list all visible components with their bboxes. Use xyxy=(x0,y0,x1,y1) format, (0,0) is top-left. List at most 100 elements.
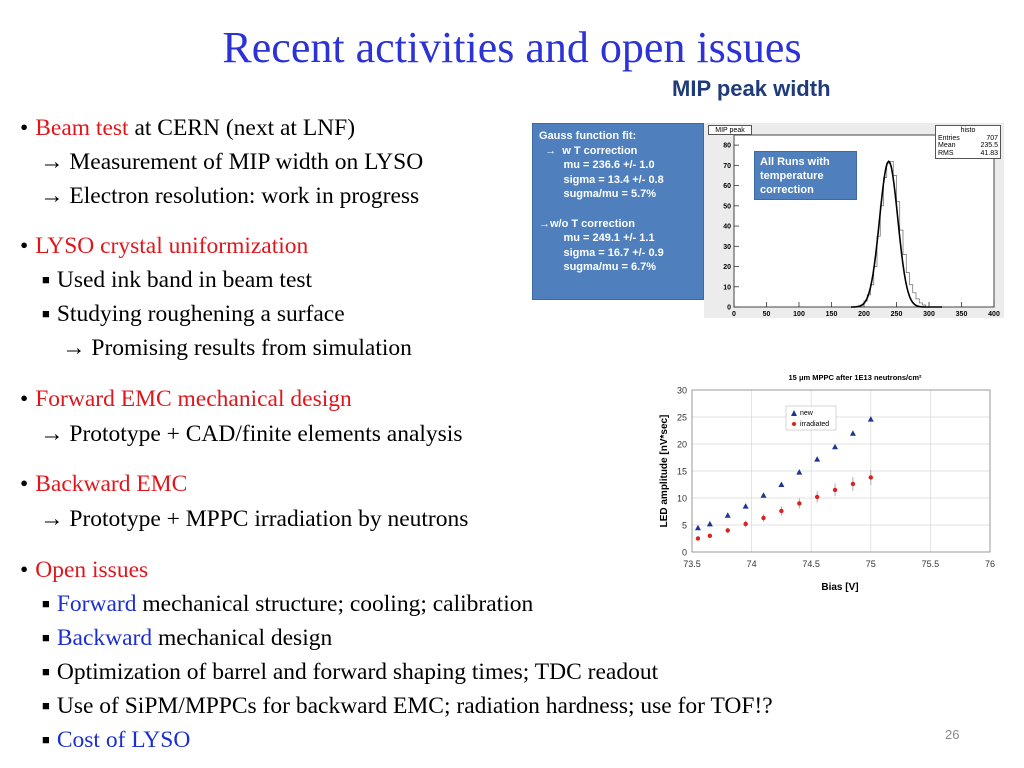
backward-emc-sub-1: → Prototype + MPPC irradiation by neutro… xyxy=(40,506,469,532)
lyso-heading: LYSO crystal uniformization xyxy=(35,233,309,259)
mppc-x-axis-label: Bias [V] xyxy=(821,582,858,593)
square-bullet-icon: ■ xyxy=(42,630,50,645)
mppc-y-tick-label: 20 xyxy=(677,440,687,450)
bullet-open-issues: • Open issues xyxy=(20,557,148,584)
mip-y-tick-label: 50 xyxy=(723,203,731,210)
gauss-fit-box: Gauss function fit: → w T correction mu … xyxy=(532,123,704,300)
mip-y-tick-label: 40 xyxy=(723,224,731,231)
mip-y-tick-label: 20 xyxy=(723,264,731,271)
bullet-backward-emc: • Backward EMC xyxy=(20,471,187,498)
mip-y-tick-label: 10 xyxy=(723,284,731,291)
lyso-sub-3: → Promising results from simulation xyxy=(62,335,412,361)
square-bullet-icon: ■ xyxy=(42,306,50,321)
bullet-dot: • xyxy=(20,233,29,259)
mppc-y-tick-label: 25 xyxy=(677,413,687,423)
open-issue-5: ■ Cost of LYSO xyxy=(42,727,191,753)
bullet-dot: • xyxy=(20,471,29,497)
stats-box: histo Entries 707 Mean 235.5 RMS 41.83 xyxy=(935,125,1001,159)
mppc-point-irradiated xyxy=(725,528,730,533)
mip-x-tick-label: 100 xyxy=(793,311,805,318)
open-issue-2: ■ Backward mechanical design xyxy=(42,625,333,651)
mppc-point-new xyxy=(849,430,856,436)
backward-emc-heading: Backward EMC xyxy=(35,471,188,497)
mppc-point-new xyxy=(724,512,731,518)
mppc-x-tick-label: 75 xyxy=(866,559,876,569)
bullet-dot: • xyxy=(20,557,29,583)
legend-irradiated-marker xyxy=(792,422,796,426)
beam-test-heading: Beam test xyxy=(35,115,129,141)
open-issue-1: ■ Forward mechanical structure; cooling; … xyxy=(42,591,534,617)
mppc-x-tick-label: 76 xyxy=(985,559,995,569)
lyso-sub-1: ■ Used ink band in beam test xyxy=(42,267,313,293)
mppc-y-tick-label: 5 xyxy=(682,521,687,531)
mppc-y-tick-label: 15 xyxy=(677,467,687,477)
square-bullet-icon: ■ xyxy=(42,732,50,747)
mppc-point-new xyxy=(694,524,701,531)
mip-x-tick-label: 300 xyxy=(923,311,935,318)
mppc-point-irradiated xyxy=(868,475,873,480)
mppc-scatter-chart: 15 μm MPPC after 1E13 neutrons/cm² 0 5 10 1… xyxy=(659,373,995,593)
mppc-legend: new irradiated xyxy=(785,405,837,431)
slide-number: 26 xyxy=(945,727,960,742)
mip-x-tick-label: 0 xyxy=(732,311,736,318)
beam-test-sub-2: → Electron resolution: work in progress xyxy=(40,183,420,209)
square-bullet-icon: ■ xyxy=(42,272,50,287)
stats-name: histo xyxy=(960,127,976,134)
mppc-y-tick-label: 10 xyxy=(677,494,687,504)
lyso-sub-2: ■ Studying roughening a surface xyxy=(42,301,345,327)
mppc-point-new xyxy=(796,469,803,475)
mip-histogram-title: MIP peak xyxy=(708,125,752,135)
bullet-lyso: • LYSO crystal uniformization xyxy=(20,233,308,260)
square-bullet-icon: ■ xyxy=(42,596,50,611)
bullet-forward-emc: • Forward EMC mechanical design xyxy=(20,386,352,413)
open-issue-3: ■ Optimization of barrel and forward shap… xyxy=(42,659,659,685)
legend-irradiated-label: irradiated xyxy=(800,421,829,428)
mppc-point-new xyxy=(760,492,767,498)
mip-peak-width-label: MIP peak width xyxy=(672,76,831,101)
mppc-y-tick-label: 0 xyxy=(682,548,687,558)
mppc-point-new xyxy=(832,443,839,450)
bullet-dot: • xyxy=(20,386,29,412)
bullet-dot: • xyxy=(20,115,29,141)
mppc-x-tick-label: 75.5 xyxy=(922,559,940,569)
mppc-point-new xyxy=(778,481,785,487)
mppc-x-tick-label: 74.5 xyxy=(802,559,820,569)
square-bullet-icon: ■ xyxy=(42,664,50,679)
mppc-point-irradiated xyxy=(832,487,838,493)
mppc-x-tick-label: 74 xyxy=(747,559,757,569)
open-issue-4: ■ Use of SiPM/MPPCs for backward EMC; rad… xyxy=(42,693,773,719)
mppc-point-irradiated xyxy=(850,481,856,487)
mppc-chart-title: 15 μm MPPC after 1E13 neutrons/cm² xyxy=(789,373,922,382)
all-runs-box: All Runs with temperature correction xyxy=(754,151,857,200)
square-bullet-icon: ■ xyxy=(42,698,50,713)
open-issues-heading: Open issues xyxy=(35,557,149,583)
mppc-point-irradiated xyxy=(797,501,802,506)
mip-y-tick-label: 80 xyxy=(723,143,731,150)
mppc-point-irradiated xyxy=(779,508,784,514)
mip-y-tick-label: 60 xyxy=(723,183,731,190)
mip-y-tick-label: 0 xyxy=(727,305,731,312)
mppc-point-new xyxy=(742,503,749,509)
forward-emc-sub-1: → Prototype + CAD/finite elements analys… xyxy=(40,421,463,447)
mppc-y-axis-label: LED amplitude [nV*sec] xyxy=(659,415,670,528)
slide-title: Recent activities and open issues xyxy=(222,23,802,72)
mppc-point-irradiated xyxy=(814,494,820,500)
mip-x-tick-label: 400 xyxy=(988,311,1000,318)
mppc-point-irradiated xyxy=(743,521,748,527)
mip-x-tick-label: 200 xyxy=(858,311,870,318)
mppc-x-tick-label: 73.5 xyxy=(683,559,701,569)
legend-new-marker xyxy=(791,410,797,416)
bullet-beam-test: • Beam test at CERN (next at LNF) xyxy=(20,115,355,142)
mppc-irradiation-plot: 15 μm MPPC after 1E13 neutrons/cm² 0 5 10 1… xyxy=(655,368,1005,598)
mip-gauss-fit-curve xyxy=(851,160,942,308)
forward-emc-heading: Forward EMC mechanical design xyxy=(35,386,352,412)
mip-x-tick-label: 250 xyxy=(891,311,903,318)
mppc-point-new xyxy=(814,456,821,462)
mip-y-tick-label: 70 xyxy=(723,163,731,170)
mip-x-tick-label: 50 xyxy=(763,311,771,318)
mip-y-tick-label: 30 xyxy=(723,244,731,251)
mip-x-tick-label: 350 xyxy=(956,311,968,318)
mppc-point-irradiated xyxy=(761,515,766,521)
beam-test-text: at CERN (next at LNF) xyxy=(128,115,356,141)
mppc-point-irradiated xyxy=(707,533,713,538)
